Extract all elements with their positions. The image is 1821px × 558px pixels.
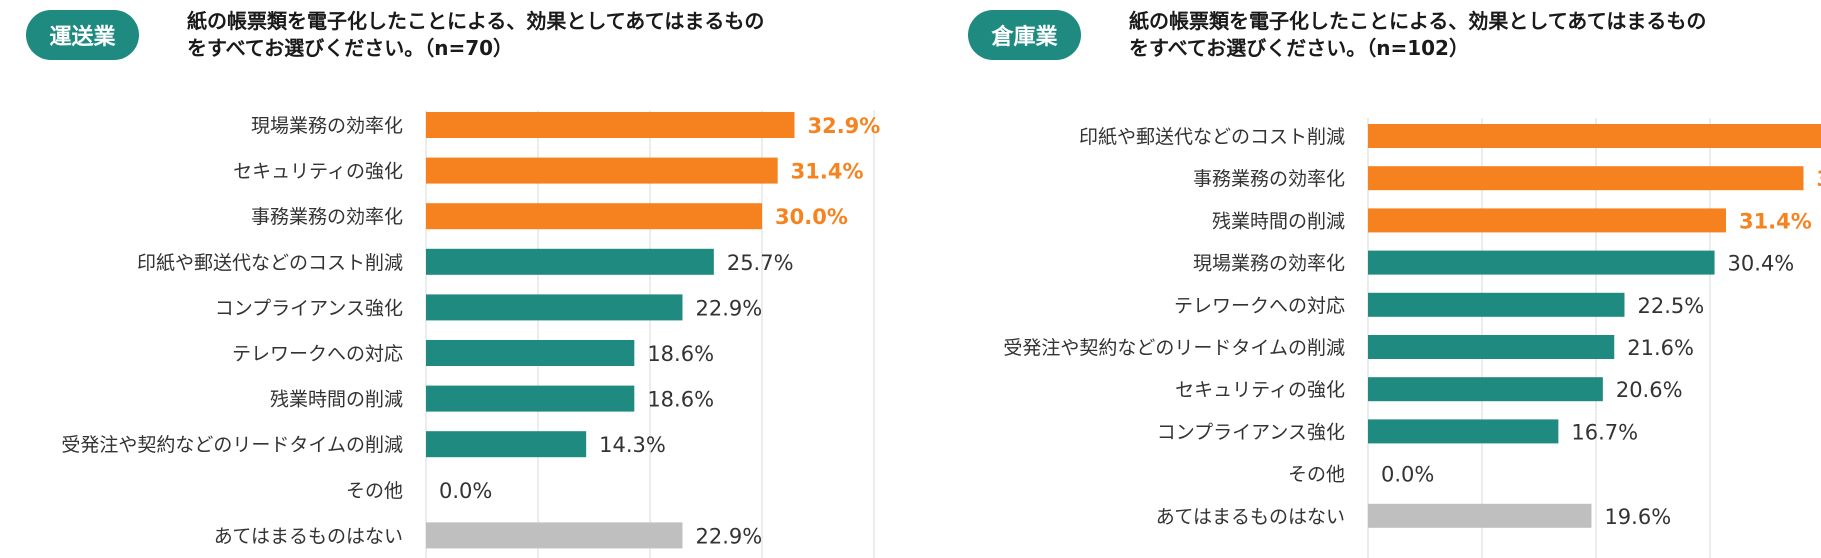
category-label: その他	[1288, 464, 1345, 486]
category-label: 受発注や契約などのリードタイムの削減	[1003, 337, 1345, 359]
bar	[426, 157, 778, 184]
value-label: 21.6%	[1627, 336, 1694, 360]
value-label: 30.4%	[1728, 252, 1795, 276]
value-label: 0.0%	[439, 479, 492, 503]
category-label: 印紙や郵送代などのコスト削減	[137, 252, 403, 274]
category-label: 印紙や郵送代などのコスト削減	[1079, 126, 1345, 148]
question-text: 紙の帳票類を電子化したことによる、効果としてあてはまるもの をすべてお選びくださ…	[1129, 8, 1821, 62]
category-label: あてはまるものはない	[1156, 506, 1345, 528]
value-label: 38.2%	[1816, 167, 1821, 191]
panel-transport: 運送業 紙の帳票類を電子化したことによる、効果としてあてはまるもの をすべてお選…	[0, 0, 910, 558]
value-label: 22.9%	[695, 296, 762, 320]
bar	[426, 203, 762, 230]
category-label: セキュリティの強化	[1175, 379, 1345, 401]
category-label: セキュリティの強化	[233, 161, 403, 183]
question-line-1: 紙の帳票類を電子化したことによる、効果としてあてはまるもの	[1129, 9, 1707, 33]
value-label: 0.0%	[1381, 463, 1434, 487]
bar	[426, 112, 795, 138]
value-label: 18.6%	[647, 388, 714, 412]
question-line-1: 紙の帳票類を電子化したことによる、効果としてあてはまるもの	[187, 9, 765, 33]
bar	[426, 431, 587, 458]
bar	[1368, 124, 1821, 148]
value-label: 22.5%	[1638, 294, 1705, 318]
category-label: 残業時間の削減	[1212, 210, 1345, 232]
bar-chart-warehouse: 印紙や郵送代などのコスト削減40.2%事務業務の効率化38.2%残業時間の削減3…	[1003, 118, 1821, 558]
value-label: 19.6%	[1604, 505, 1671, 529]
category-label: 現場業務の効率化	[1193, 253, 1345, 275]
value-label: 31.4%	[1739, 209, 1812, 233]
category-label: テレワークへの対応	[232, 343, 403, 365]
bar	[426, 248, 714, 275]
value-label: 25.7%	[727, 251, 794, 275]
industry-badge: 倉庫業	[968, 10, 1081, 60]
question-text: 紙の帳票類を電子化したことによる、効果としてあてはまるもの をすべてお選びくださ…	[187, 8, 887, 62]
bar	[426, 522, 683, 549]
value-label: 16.7%	[1571, 420, 1638, 444]
bar-chart-transport: 現場業務の効率化 32.9% セキュリティの強化 31.4% 事務業務の効率化 30.0%…	[61, 110, 880, 558]
bar	[1368, 250, 1715, 275]
category-label: あてはまるものはない	[214, 525, 403, 547]
bar	[1368, 166, 1804, 191]
category-label: コンプライアンス強化	[215, 297, 403, 319]
bar	[1368, 292, 1625, 317]
bar	[1368, 377, 1603, 402]
bar	[1368, 335, 1615, 359]
bar	[1368, 503, 1592, 528]
category-label: コンプライアンス強化	[1157, 421, 1345, 443]
category-label: 事務業務の効率化	[251, 206, 403, 228]
panel-warehouse: 倉庫業 紙の帳票類を電子化したことによる、効果としてあてはまるもの をすべてお選…	[941, 0, 1821, 558]
category-label: 受発注や契約などのリードタイムの削減	[61, 434, 403, 456]
bar	[426, 340, 635, 366]
category-label: その他	[346, 480, 403, 502]
value-label: 31.4%	[791, 160, 864, 184]
value-label: 14.3%	[599, 433, 666, 457]
value-label: 32.9%	[807, 114, 880, 138]
value-label: 30.0%	[775, 205, 848, 229]
industry-badge: 運送業	[26, 10, 139, 60]
question-line-2: をすべてお選びください。（n=70）	[187, 36, 514, 60]
value-label: 20.6%	[1616, 378, 1683, 402]
bar	[426, 294, 683, 321]
value-label: 18.6%	[647, 342, 714, 366]
category-label: 事務業務の効率化	[1193, 168, 1345, 190]
category-label: テレワークへの対応	[1174, 295, 1345, 317]
bar	[1368, 208, 1726, 233]
bar	[1368, 419, 1559, 444]
category-label: 現場業務の効率化	[251, 115, 403, 137]
category-label: 残業時間の削減	[270, 389, 403, 411]
value-label: 22.9%	[695, 524, 762, 548]
bar	[426, 385, 635, 412]
question-line-2: をすべてお選びください。（n=102）	[1129, 36, 1469, 60]
